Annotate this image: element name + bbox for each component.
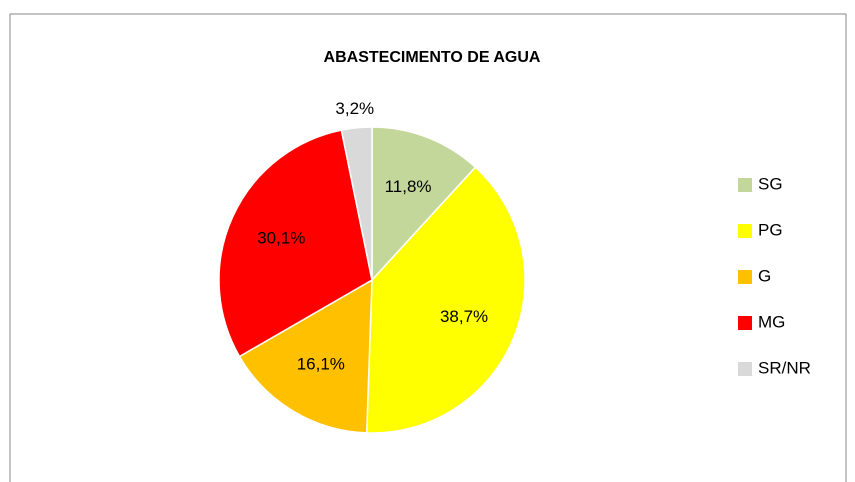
legend-label: PG [758,220,783,239]
pie-slice [238,278,373,434]
legend-swatch [738,270,752,284]
legend-swatch [738,362,752,376]
data-label: 3,2% [335,99,374,118]
chart-frame [9,13,847,482]
legend-label: G [758,266,771,285]
legend-label: SR/NR [758,358,811,377]
data-label: 38,7% [440,307,488,326]
legend-swatch [738,178,752,192]
data-label: 30,1% [257,229,305,248]
pie-slice [218,129,373,358]
legend-label: SG [758,174,783,193]
legend-label: MG [758,312,785,331]
chart-title: ABASTECIMENTO DE AGUA [324,49,541,66]
legend-swatch [738,316,752,330]
data-label: 16,1% [297,355,345,374]
pie-slice [340,126,373,281]
data-label: 11,8% [385,177,432,196]
pie-slice [371,126,477,282]
legend-swatch [738,224,752,238]
pie-slice [365,166,526,434]
